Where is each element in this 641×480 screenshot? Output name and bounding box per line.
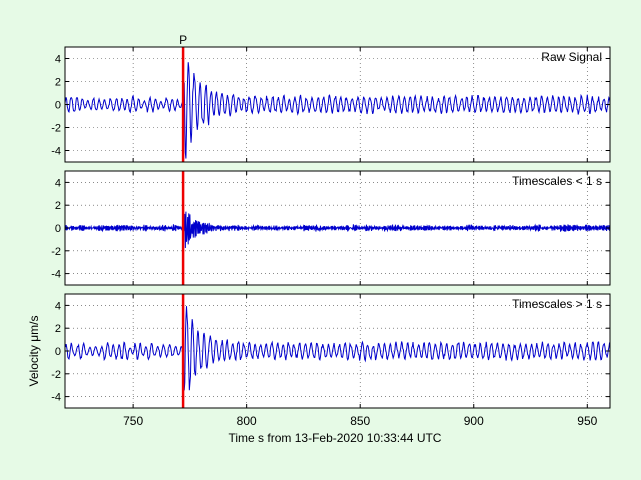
- panel-title: Raw Signal: [541, 50, 602, 64]
- y-tick-label: 2: [55, 323, 61, 335]
- panel-1: P 4 2 0 -2 -4 Raw Signal: [51, 33, 611, 163]
- plot-frame: [64, 170, 611, 286]
- y-tick-label: -2: [51, 369, 61, 381]
- y-tick-label: -2: [51, 123, 61, 135]
- panels: P 4 2 0 -2 -4 Raw Signal 4 2 0 -2 -4 Timescales < 1 …: [27, 33, 611, 409]
- y-tick-label: 2: [55, 200, 61, 212]
- y-tick-label: 4: [55, 300, 61, 312]
- signal-trace: [64, 306, 611, 391]
- phase-pick-label: P: [179, 33, 187, 47]
- x-tick-label: 750: [123, 414, 143, 428]
- y-tick-label: 4: [55, 177, 61, 189]
- panel-2: 4 2 0 -2 -4 Timescales < 1 s: [51, 170, 611, 286]
- x-tick-label: 900: [464, 414, 484, 428]
- signal-trace: [64, 211, 611, 249]
- x-tick-label: 800: [237, 414, 257, 428]
- y-tick-label: 0: [55, 346, 61, 358]
- panel-title: Timescales < 1 s: [512, 174, 602, 188]
- y-tick-label: 2: [55, 77, 61, 89]
- y-axis-label: Velocity μm/s: [27, 316, 41, 387]
- signal-trace: [64, 62, 611, 159]
- plot-frame: [64, 293, 611, 409]
- x-tick-labels: 750 800 850 900 950: [123, 414, 598, 428]
- x-tick-label: 850: [350, 414, 370, 428]
- y-tick-label: -4: [51, 269, 61, 281]
- y-tick-label: -4: [51, 146, 61, 158]
- y-tick-label: 0: [55, 223, 61, 235]
- plot-frame: [64, 46, 611, 163]
- y-tick-label: 4: [55, 54, 61, 66]
- y-tick-label: 0: [55, 100, 61, 112]
- panel-3: 4 2 0 -2 -4 Timescales > 1 s Velocity μm/s: [27, 293, 611, 409]
- panel-title: Timescales > 1 s: [512, 297, 602, 311]
- y-tick-label: -4: [51, 392, 61, 404]
- x-axis-label: Time s from 13-Feb-2020 10:33:44 UTC: [229, 431, 442, 445]
- x-tick-label: 950: [577, 414, 597, 428]
- y-tick-label: -2: [51, 246, 61, 258]
